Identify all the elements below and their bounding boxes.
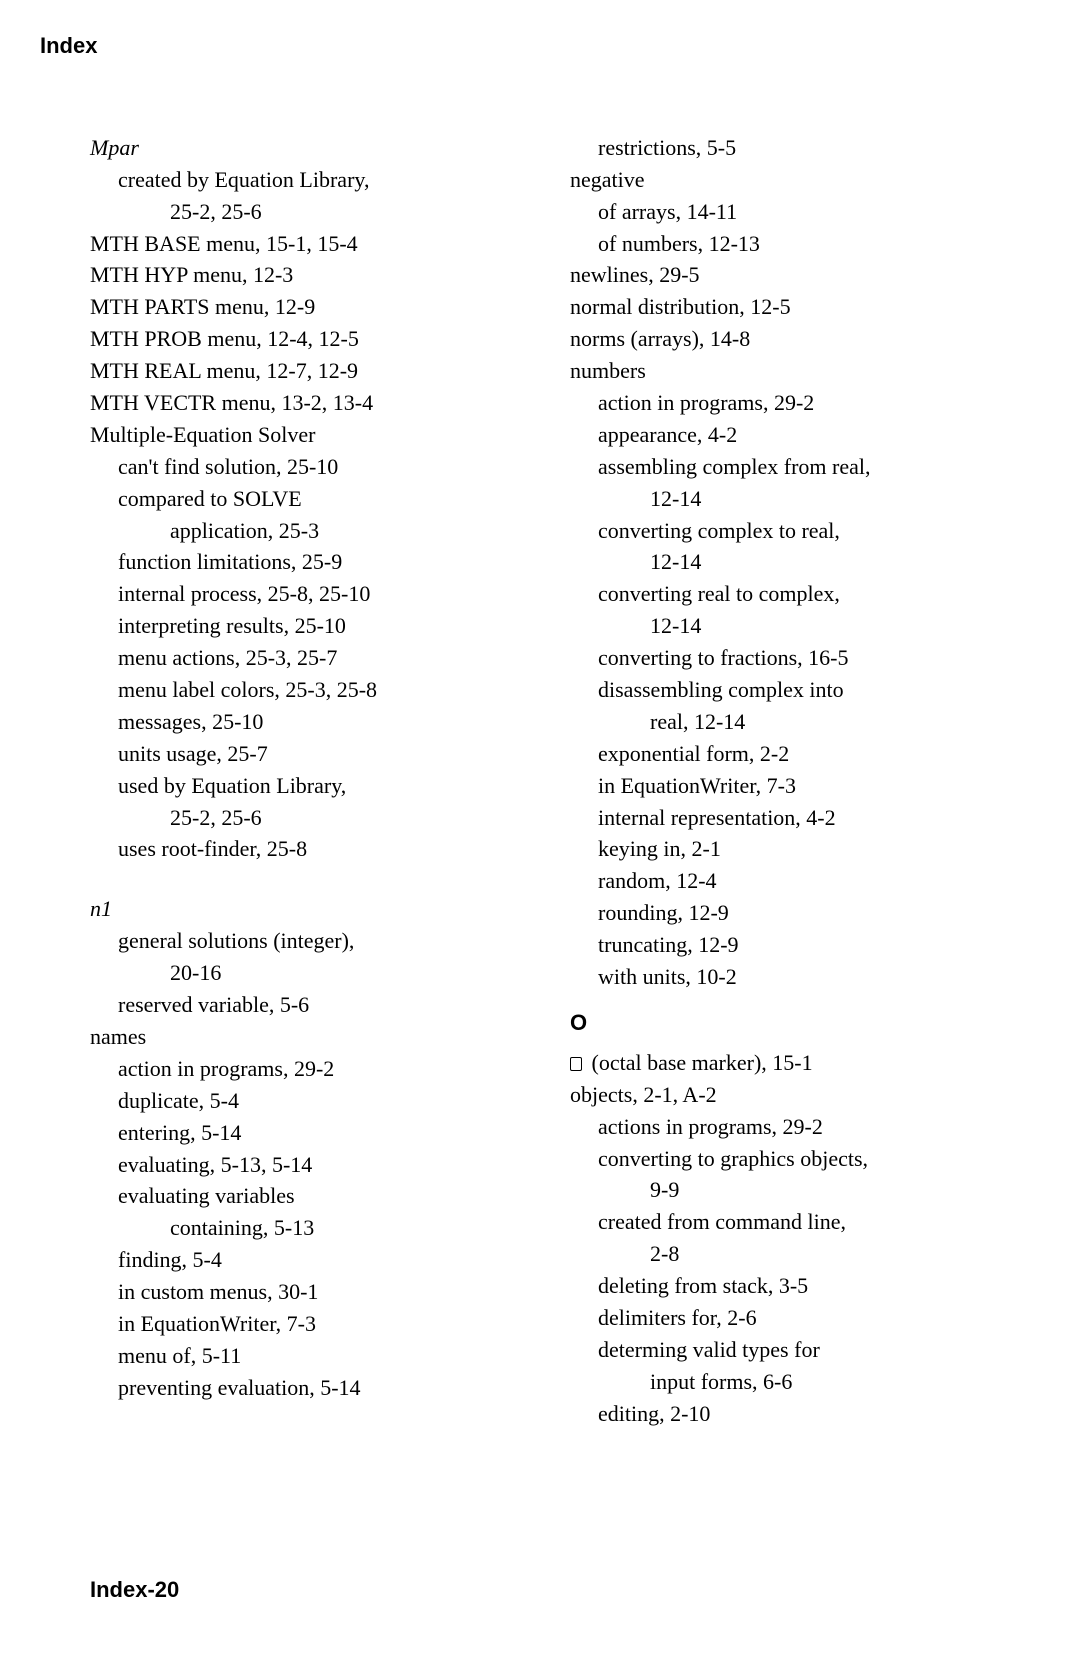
index-entry: containing, 5-13: [170, 1212, 510, 1244]
index-entry: (octal base marker), 15-1: [570, 1047, 990, 1079]
index-entry: editing, 2-10: [598, 1398, 990, 1430]
index-entry: reserved variable, 5-6: [118, 989, 510, 1021]
index-entry: MTH PROB menu, 12-4, 12-5: [90, 323, 510, 355]
index-entry: 12-14: [650, 546, 990, 578]
index-entry: restrictions, 5-5: [598, 132, 990, 164]
index-entry: determing valid types for: [598, 1334, 990, 1366]
index-entry: in EquationWriter, 7-3: [598, 770, 990, 802]
index-entry: 2-8: [650, 1238, 990, 1270]
index-entry: menu actions, 25-3, 25-7: [118, 642, 510, 674]
index-entry: names: [90, 1021, 510, 1053]
index-entry: objects, 2-1, A-2: [570, 1079, 990, 1111]
running-head: Index: [40, 30, 990, 62]
index-entry: negative: [570, 164, 990, 196]
index-entry: duplicate, 5-4: [118, 1085, 510, 1117]
page-footer: Index-20: [90, 1574, 179, 1606]
index-entry: 9-9: [650, 1174, 990, 1206]
index-entry: menu of, 5-11: [118, 1340, 510, 1372]
index-entry: messages, 25-10: [118, 706, 510, 738]
index-entry: delimiters for, 2-6: [598, 1302, 990, 1334]
index-entry: appearance, 4-2: [598, 419, 990, 451]
index-entry: uses root-finder, 25-8: [118, 833, 510, 865]
index-entry: in EquationWriter, 7-3: [118, 1308, 510, 1340]
index-entry: can't find solution, 25-10: [118, 451, 510, 483]
spacer: [90, 865, 510, 893]
index-entry: general solutions (integer),: [118, 925, 510, 957]
index-entry: rounding, 12-9: [598, 897, 990, 929]
index-entry: 12-14: [650, 483, 990, 515]
index-entry: 20-16: [170, 957, 510, 989]
index-entry: MTH HYP menu, 12-3: [90, 259, 510, 291]
index-entry: 25-2, 25-6: [170, 802, 510, 834]
index-term: Mpar: [90, 135, 139, 160]
index-entry: normal distribution, 12-5: [570, 291, 990, 323]
index-entry: of arrays, 14-11: [598, 196, 990, 228]
index-entry: input forms, 6-6: [650, 1366, 990, 1398]
right-column: restrictions, 5-5negativeof arrays, 14-1…: [570, 132, 990, 1430]
index-entry: converting to graphics objects,: [598, 1143, 990, 1175]
index-entry: converting to fractions, 16-5: [598, 642, 990, 674]
index-columns: Mparcreated by Equation Library,25-2, 25…: [90, 132, 990, 1430]
index-entry: converting complex to real,: [598, 515, 990, 547]
index-entry: function limitations, 25-9: [118, 546, 510, 578]
index-entry: action in programs, 29-2: [598, 387, 990, 419]
index-entry: real, 12-14: [650, 706, 990, 738]
index-entry: Mpar: [90, 132, 510, 164]
index-entry: in custom menus, 30-1: [118, 1276, 510, 1308]
index-entry: used by Equation Library,: [118, 770, 510, 802]
index-entry: numbers: [570, 355, 990, 387]
index-entry: MTH VECTR menu, 13-2, 13-4: [90, 387, 510, 419]
index-entry: of numbers, 12-13: [598, 228, 990, 260]
index-entry: exponential form, 2-2: [598, 738, 990, 770]
index-entry: MTH REAL menu, 12-7, 12-9: [90, 355, 510, 387]
index-entry: newlines, 29-5: [570, 259, 990, 291]
index-entry: compared to SOLVE: [118, 483, 510, 515]
index-entry: 25-2, 25-6: [170, 196, 510, 228]
index-entry: deleting from stack, 3-5: [598, 1270, 990, 1302]
index-entry: application, 25-3: [170, 515, 510, 547]
index-entry: converting real to complex,: [598, 578, 990, 610]
index-entry: internal process, 25-8, 25-10: [118, 578, 510, 610]
index-entry: preventing evaluation, 5-14: [118, 1372, 510, 1404]
index-entry: actions in programs, 29-2: [598, 1111, 990, 1143]
index-entry: with units, 10-2: [598, 961, 990, 993]
left-column: Mparcreated by Equation Library,25-2, 25…: [90, 132, 510, 1430]
index-entry: created from command line,: [598, 1206, 990, 1238]
index-entry: internal representation, 4-2: [598, 802, 990, 834]
index-entry-text: (octal base marker), 15-1: [586, 1050, 813, 1075]
index-entry: evaluating, 5-13, 5-14: [118, 1149, 510, 1181]
index-entry: n1: [90, 893, 510, 925]
index-entry: norms (arrays), 14-8: [570, 323, 990, 355]
index-entry: entering, 5-14: [118, 1117, 510, 1149]
index-entry: created by Equation Library,: [118, 164, 510, 196]
index-entry: keying in, 2-1: [598, 833, 990, 865]
index-entry: assembling complex from real,: [598, 451, 990, 483]
index-entry: interpreting results, 25-10: [118, 610, 510, 642]
index-entry: disassembling complex into: [598, 674, 990, 706]
index-entry: MTH BASE menu, 15-1, 15-4: [90, 228, 510, 260]
index-entry: random, 12-4: [598, 865, 990, 897]
index-entry: MTH PARTS menu, 12-9: [90, 291, 510, 323]
octal-marker-icon: [570, 1057, 582, 1071]
section-heading: O: [570, 1007, 990, 1039]
index-entry: Multiple-Equation Solver: [90, 419, 510, 451]
index-entry: action in programs, 29-2: [118, 1053, 510, 1085]
index-entry: units usage, 25-7: [118, 738, 510, 770]
index-entry: truncating, 12-9: [598, 929, 990, 961]
index-entry: 12-14: [650, 610, 990, 642]
index-entry: evaluating variables: [118, 1180, 510, 1212]
index-entry: menu label colors, 25-3, 25-8: [118, 674, 510, 706]
index-term: n1: [90, 896, 112, 921]
index-entry: finding, 5-4: [118, 1244, 510, 1276]
